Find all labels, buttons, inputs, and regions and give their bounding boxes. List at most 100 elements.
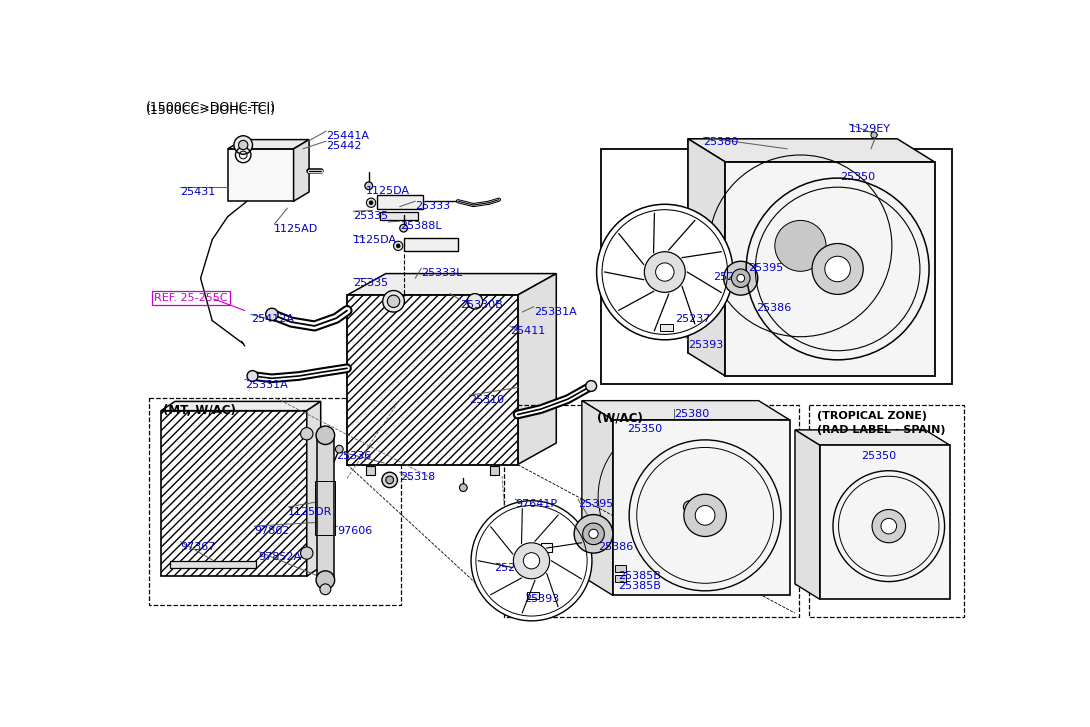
Polygon shape xyxy=(613,420,789,595)
Text: 97641P: 97641P xyxy=(516,499,557,509)
Circle shape xyxy=(731,269,750,287)
Circle shape xyxy=(825,256,850,281)
Text: 25335: 25335 xyxy=(353,278,388,288)
Polygon shape xyxy=(518,273,556,465)
Circle shape xyxy=(386,476,393,483)
Text: 25331A: 25331A xyxy=(245,379,288,390)
Circle shape xyxy=(686,518,693,526)
Bar xyxy=(809,405,964,617)
Polygon shape xyxy=(347,295,518,465)
Circle shape xyxy=(737,274,744,282)
Text: 25333: 25333 xyxy=(415,201,450,212)
Polygon shape xyxy=(293,140,310,201)
Polygon shape xyxy=(688,139,897,353)
Polygon shape xyxy=(161,401,320,411)
Text: 25411: 25411 xyxy=(510,326,545,336)
Bar xyxy=(615,574,626,582)
Circle shape xyxy=(655,263,674,281)
Text: 25333L: 25333L xyxy=(422,268,463,278)
Polygon shape xyxy=(170,561,256,568)
Text: 25380: 25380 xyxy=(703,137,739,148)
Text: 1125DR: 1125DR xyxy=(288,507,332,517)
Text: 25431: 25431 xyxy=(181,188,216,197)
Text: 25385B: 25385B xyxy=(618,581,662,591)
Text: 25395: 25395 xyxy=(578,499,614,509)
Circle shape xyxy=(812,244,863,294)
Bar xyxy=(365,466,375,475)
Text: 25350: 25350 xyxy=(861,451,896,462)
Circle shape xyxy=(644,252,686,292)
Circle shape xyxy=(400,225,408,232)
Circle shape xyxy=(695,505,715,525)
Circle shape xyxy=(471,501,592,621)
Circle shape xyxy=(301,427,313,440)
Polygon shape xyxy=(688,139,934,162)
Text: 1129EY: 1129EY xyxy=(849,124,892,134)
Text: 1125DA: 1125DA xyxy=(365,186,410,196)
Polygon shape xyxy=(376,195,423,209)
Circle shape xyxy=(336,446,343,453)
Text: 25386: 25386 xyxy=(756,303,791,313)
Polygon shape xyxy=(582,401,759,577)
Text: 25393: 25393 xyxy=(688,340,724,350)
Circle shape xyxy=(393,241,403,251)
Circle shape xyxy=(247,371,258,382)
Polygon shape xyxy=(306,401,320,577)
Circle shape xyxy=(724,261,758,295)
Circle shape xyxy=(316,426,335,444)
Bar xyxy=(149,398,401,606)
Polygon shape xyxy=(228,140,310,149)
Text: 25386: 25386 xyxy=(598,542,633,552)
Text: 97367: 97367 xyxy=(181,542,216,552)
Text: 25231: 25231 xyxy=(714,272,749,282)
Text: 25412A: 25412A xyxy=(251,314,294,324)
Text: 25331A: 25331A xyxy=(534,307,577,317)
Text: 25235: 25235 xyxy=(688,505,724,515)
Bar xyxy=(526,593,540,599)
Circle shape xyxy=(397,244,400,248)
Polygon shape xyxy=(725,162,934,376)
Text: 25395: 25395 xyxy=(749,262,784,273)
Circle shape xyxy=(683,501,695,513)
Circle shape xyxy=(683,494,726,537)
Polygon shape xyxy=(582,401,613,595)
Text: (MT, W/AC): (MT, W/AC) xyxy=(164,403,237,417)
Circle shape xyxy=(583,523,604,545)
Circle shape xyxy=(523,553,540,569)
Circle shape xyxy=(513,543,549,579)
Circle shape xyxy=(387,295,400,308)
Circle shape xyxy=(234,136,253,154)
Bar xyxy=(615,565,626,572)
Text: 25380: 25380 xyxy=(674,409,710,419)
Circle shape xyxy=(596,204,732,340)
Circle shape xyxy=(366,198,376,207)
Text: (1500CC>DOHC-TCI): (1500CC>DOHC-TCI) xyxy=(146,101,277,114)
Bar xyxy=(315,481,336,535)
Text: 25350: 25350 xyxy=(628,425,663,435)
Circle shape xyxy=(881,518,897,534)
Circle shape xyxy=(589,529,598,539)
Polygon shape xyxy=(688,139,725,376)
Circle shape xyxy=(320,584,330,595)
Circle shape xyxy=(370,201,373,205)
Circle shape xyxy=(239,140,247,150)
Text: 25237: 25237 xyxy=(675,314,711,324)
Circle shape xyxy=(383,291,404,312)
Text: 97852A: 97852A xyxy=(258,552,302,561)
Text: 1125AD: 1125AD xyxy=(275,225,318,234)
Circle shape xyxy=(365,182,373,190)
Polygon shape xyxy=(795,430,950,446)
Polygon shape xyxy=(380,212,417,220)
Text: 25393: 25393 xyxy=(524,594,559,604)
Bar xyxy=(602,149,952,384)
Text: REF. 25-255C: REF. 25-255C xyxy=(154,293,228,303)
Text: 97606: 97606 xyxy=(338,526,373,536)
Circle shape xyxy=(316,571,335,590)
Polygon shape xyxy=(228,149,293,201)
Polygon shape xyxy=(403,238,458,252)
Polygon shape xyxy=(795,430,820,599)
Circle shape xyxy=(871,132,877,138)
Circle shape xyxy=(382,473,398,488)
Text: 25237: 25237 xyxy=(494,563,530,573)
Text: (W/AC): (W/AC) xyxy=(597,411,643,425)
